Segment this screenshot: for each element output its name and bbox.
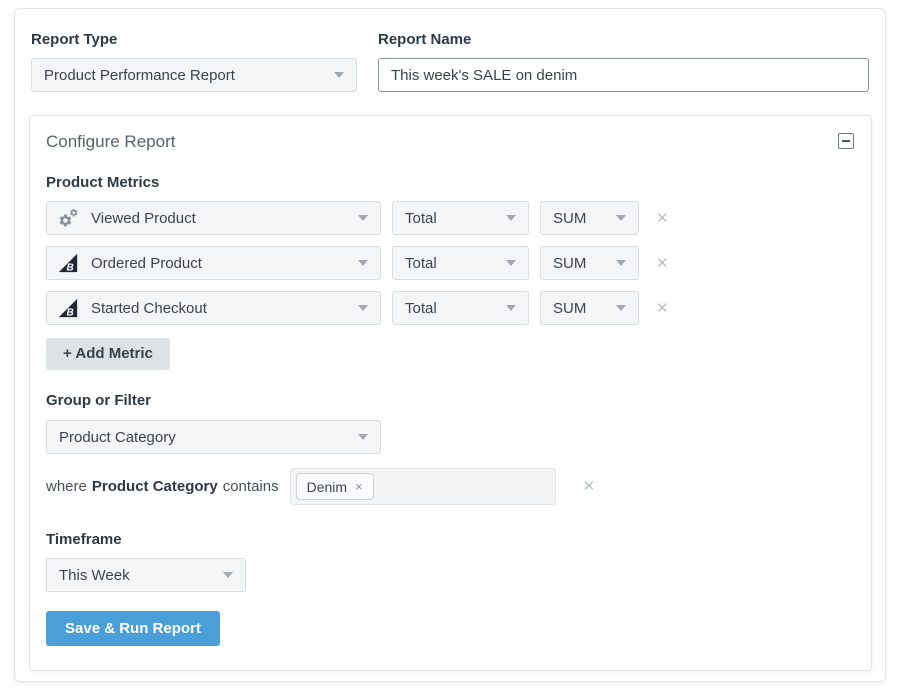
timeframe-value: This Week xyxy=(59,566,130,584)
chevron-down-icon xyxy=(616,305,626,311)
remove-metric-icon[interactable]: ✕ xyxy=(656,209,669,227)
svg-text:B: B xyxy=(66,308,73,319)
aggregation-select[interactable]: SUM xyxy=(540,291,639,325)
metric-row: B Ordered Product Total SUM ✕ xyxy=(46,246,855,280)
metric-select-value: Started Checkout xyxy=(91,299,207,317)
chevron-down-icon xyxy=(334,72,344,78)
bigcommerce-icon: B xyxy=(57,297,79,319)
metric-select[interactable]: B Ordered Product xyxy=(46,246,381,280)
save-run-report-button[interactable]: Save & Run Report xyxy=(46,611,220,646)
condition-field: Product Category xyxy=(91,478,218,495)
report-name-input[interactable] xyxy=(378,58,869,92)
report-header-row: Report Type Product Performance Report R… xyxy=(31,31,869,92)
measurement-select[interactable]: Total xyxy=(392,246,529,280)
remove-filter-icon[interactable]: ✕ xyxy=(582,478,596,495)
chevron-down-icon xyxy=(616,260,626,266)
measurement-select[interactable]: Total xyxy=(392,201,529,235)
report-type-select[interactable]: Product Performance Report xyxy=(31,58,357,92)
filter-tag-chip: Denim × xyxy=(295,473,374,500)
filter-tag-input[interactable]: Denim × xyxy=(289,468,556,505)
aggregation-select-value: SUM xyxy=(553,299,587,317)
bigcommerce-icon: B xyxy=(57,252,79,274)
configure-report-header: Configure Report xyxy=(46,132,855,152)
aggregation-select-value: SUM xyxy=(553,254,587,272)
report-name-field: Report Name xyxy=(378,31,869,92)
configure-report-title: Configure Report xyxy=(46,132,176,151)
metric-select-value: Viewed Product xyxy=(91,209,196,227)
filter-condition-row: where Product Category contains Denim × … xyxy=(46,468,855,505)
chevron-down-icon xyxy=(358,215,368,221)
condition-prefix: where xyxy=(46,478,87,495)
group-or-filter-select[interactable]: Product Category xyxy=(46,420,381,454)
remove-tag-icon[interactable]: × xyxy=(355,479,363,494)
chevron-down-icon xyxy=(223,572,233,578)
minus-icon xyxy=(842,140,850,142)
condition-operator: contains xyxy=(222,478,279,495)
add-metric-button[interactable]: + Add Metric xyxy=(46,338,170,370)
aggregation-select[interactable]: SUM xyxy=(540,201,639,235)
metric-select[interactable]: B Started Checkout xyxy=(46,291,381,325)
group-or-filter-value: Product Category xyxy=(59,428,176,446)
report-type-value: Product Performance Report xyxy=(44,66,235,84)
aggregation-select-value: SUM xyxy=(553,209,587,227)
chevron-down-icon xyxy=(506,305,516,311)
measurement-select-value: Total xyxy=(405,299,437,317)
group-or-filter-label: Group or Filter xyxy=(46,392,151,409)
collapse-panel-icon[interactable] xyxy=(838,133,854,149)
timeframe-label: Timeframe xyxy=(46,531,122,548)
remove-metric-icon[interactable]: ✕ xyxy=(656,299,669,317)
chevron-down-icon xyxy=(506,260,516,266)
report-type-field: Report Type Product Performance Report xyxy=(31,31,357,92)
metric-row: Viewed Product Total SUM ✕ xyxy=(46,201,855,235)
filter-tag-label: Denim xyxy=(306,478,348,495)
metric-row: B Started Checkout Total SUM ✕ xyxy=(46,291,855,325)
configure-report-panel: Configure Report Product Metrics xyxy=(29,115,872,671)
svg-text:B: B xyxy=(66,263,73,274)
gears-icon xyxy=(57,207,79,229)
measurement-select-value: Total xyxy=(405,254,437,272)
chevron-down-icon xyxy=(506,215,516,221)
measurement-select-value: Total xyxy=(405,209,437,227)
report-type-label: Report Type xyxy=(31,31,118,48)
remove-metric-icon[interactable]: ✕ xyxy=(656,254,669,272)
measurement-select[interactable]: Total xyxy=(392,291,529,325)
chevron-down-icon xyxy=(358,434,368,440)
chevron-down-icon xyxy=(358,305,368,311)
chevron-down-icon xyxy=(358,260,368,266)
chevron-down-icon xyxy=(616,215,626,221)
aggregation-select[interactable]: SUM xyxy=(540,246,639,280)
metric-select[interactable]: Viewed Product xyxy=(46,201,381,235)
product-metrics-label: Product Metrics xyxy=(46,174,160,191)
report-name-label: Report Name xyxy=(378,31,472,48)
report-builder-card: Report Type Product Performance Report R… xyxy=(14,8,886,682)
metric-select-value: Ordered Product xyxy=(91,254,202,272)
timeframe-select[interactable]: This Week xyxy=(46,558,246,592)
